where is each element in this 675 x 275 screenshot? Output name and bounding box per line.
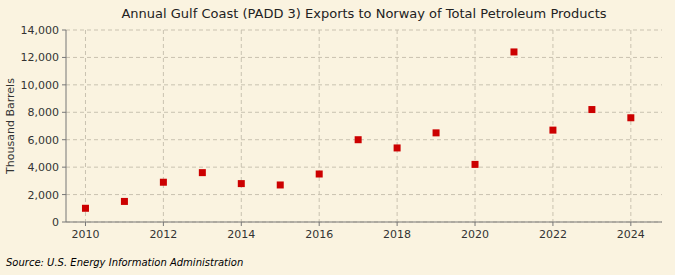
point [82,205,89,212]
y-tick-label: 10,000 [21,79,60,92]
x-tick-label: 2010 [71,228,99,241]
point [160,179,167,186]
y-grid-line [66,222,662,223]
y-grid-line [66,57,662,58]
point [238,180,245,187]
point [627,114,634,121]
x-grid-line [475,30,476,222]
point [472,161,479,168]
x-grid-line [552,30,553,222]
x-tick [241,222,242,226]
source-note: Source: U.S. Energy Information Administ… [6,257,243,268]
chart-title: Annual Gulf Coast (PADD 3) Exports to No… [121,6,606,21]
y-grid-line [66,167,662,168]
x-tick-label: 2022 [539,228,567,241]
y-grid-line [66,194,662,195]
x-tick [397,222,398,226]
y-tick-label: 12,000 [21,51,60,64]
x-tick-label: 2024 [617,228,645,241]
x-tick [630,222,631,226]
y-grid-line [66,30,662,31]
y-grid-line [66,112,662,113]
x-grid-line [241,30,242,222]
x-tick-label: 2018 [383,228,411,241]
axes: 0 2,000 4,000 6,000 8,000 10,000 12,000 14,000 2… [21,24,663,241]
y-tick-label: 0 [52,216,59,229]
x-axis-line [66,222,662,223]
y-tick [62,112,66,113]
x-tick [85,222,86,226]
y-grid-line [66,84,662,85]
x-tick [163,222,164,226]
x-tick [319,222,320,226]
y-grid-line [66,139,662,140]
point [316,171,323,178]
y-axis-label: Thousand Barrels [4,78,17,175]
y-tick-label: 4,000 [28,161,60,174]
x-tick [475,222,476,226]
page: {"chart_data": {"type": "scatter", "titl… [0,0,675,275]
y-axis-line [66,30,67,222]
x-tick-label: 2020 [461,228,489,241]
x-tick-label: 2014 [227,228,255,241]
x-grid-line [163,30,164,222]
point [355,136,362,143]
points [82,48,634,211]
x-grid-line [85,30,86,222]
point [121,198,128,205]
x-tick-label: 2016 [305,228,333,241]
y-tick [62,139,66,140]
y-tick [62,167,66,168]
x-grid-line [397,30,398,222]
x-tick [552,222,553,226]
point [199,169,206,176]
y-tick [62,84,66,85]
y-tick [62,194,66,195]
point [394,144,401,151]
y-tick-label: 14,000 [21,24,60,37]
x-grid-line [319,30,320,222]
chart-container: 0 2,000 4,000 6,000 8,000 10,000 12,000 14,000 2… [0,0,675,275]
grid [66,30,662,222]
y-tick [62,222,66,223]
chart-svg: 0 2,000 4,000 6,000 8,000 10,000 12,000 14,000 2… [0,0,675,275]
point [549,127,556,134]
y-tick [62,30,66,31]
point [588,106,595,113]
x-tick-label: 2012 [149,228,177,241]
y-tick-label: 6,000 [28,134,60,147]
y-tick [62,57,66,58]
x-grid-line [630,30,631,222]
point [510,48,517,55]
point [433,129,440,136]
point [277,181,284,188]
y-tick-label: 8,000 [28,106,60,119]
y-tick-label: 2,000 [28,189,60,202]
